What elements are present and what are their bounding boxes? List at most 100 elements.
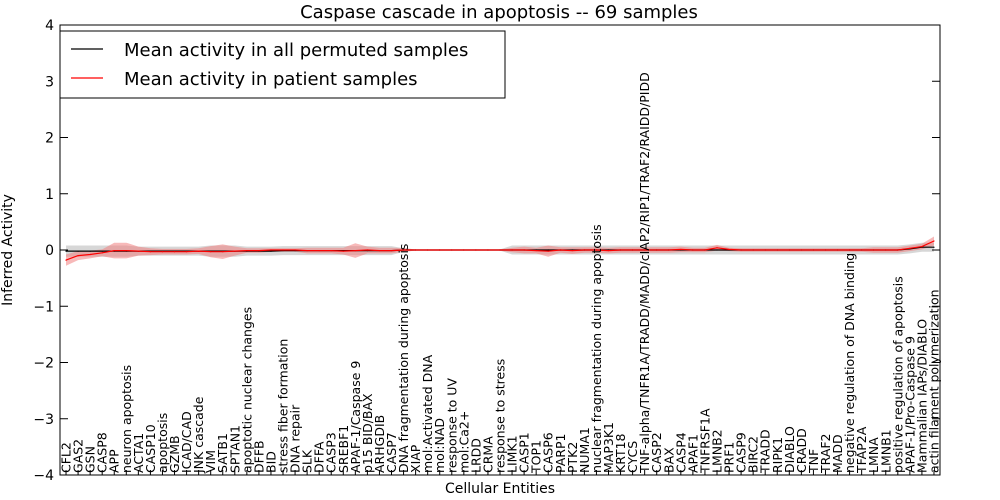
x-tick-label: PRF1 — [722, 442, 737, 473]
x-tick-label: CASP8 — [95, 432, 110, 473]
x-axis-label: Cellular Entities — [445, 481, 555, 497]
y-axis-label: Inferred Activity — [0, 194, 16, 306]
patient-point — [65, 259, 67, 261]
x-tick-label: DNA fragmentation during apoptosis — [396, 244, 411, 473]
x-tick-label: negative regulation of DNA binding — [842, 253, 857, 473]
x-tick-label: APAF-1/Caspase 9 — [348, 361, 363, 473]
patient-point — [511, 249, 513, 251]
patient-point — [246, 249, 248, 252]
y-tick-label: 0 — [45, 243, 54, 259]
patient-point — [873, 249, 875, 251]
x-tick-label: DFFA — [312, 441, 327, 473]
patient-point — [234, 250, 236, 252]
patient-point — [101, 252, 103, 254]
x-tick-label: MADD — [830, 434, 845, 473]
patient-point — [836, 249, 839, 251]
patient-point — [619, 249, 622, 251]
y-tick-label: 4 — [45, 18, 54, 34]
x-tick-label: JNK cascade — [191, 396, 206, 474]
patient-point — [656, 249, 658, 251]
patient-point — [885, 249, 887, 251]
patient-point — [354, 249, 356, 252]
patient-point — [800, 249, 802, 251]
patient-point — [644, 249, 646, 251]
patient-point — [378, 249, 381, 252]
patient-point — [318, 249, 320, 252]
patient-point — [583, 249, 585, 251]
patient-point — [149, 251, 152, 253]
patient-point — [776, 249, 778, 251]
patient-point — [547, 250, 549, 252]
x-tick-label: RIPK1 — [770, 437, 785, 473]
patient-point — [475, 249, 477, 251]
permuted-point — [933, 246, 935, 248]
x-tick-label: mol:Activated DNA — [420, 354, 435, 473]
patient-point — [161, 251, 164, 253]
patient-point — [487, 249, 489, 251]
patient-point — [607, 249, 610, 252]
patient-point — [716, 247, 718, 249]
x-tick-label: MAP3K1 — [601, 422, 616, 473]
x-tick-label: CRMA — [480, 436, 495, 473]
y-tick-label: 3 — [45, 74, 54, 90]
patient-point — [185, 251, 188, 253]
x-tick-label: DNA repair — [288, 404, 303, 473]
permuted-point — [101, 250, 103, 252]
y-tick-label: −1 — [33, 299, 54, 315]
patient-point — [704, 249, 706, 251]
permuted-point — [77, 250, 79, 252]
patient-point — [921, 246, 923, 248]
legend-label-permuted: Mean activity in all permuted samples — [124, 40, 468, 61]
x-tick-label: stress fiber formation — [276, 339, 291, 473]
y-tick-label: 1 — [45, 187, 54, 203]
x-tick-label: Mammalian IAPs/DIABLO — [914, 319, 929, 473]
patient-point — [595, 249, 598, 251]
x-tick-label: response to UV — [444, 378, 459, 473]
x-tick-label: GAS2 — [71, 439, 86, 473]
x-tick-label: TFAP2A — [854, 426, 869, 474]
x-tick-label: neuron apoptosis — [119, 365, 134, 473]
patient-point — [668, 249, 670, 251]
patient-point — [535, 249, 537, 252]
patient-point — [427, 249, 429, 251]
x-tick-label: ICAD/CAD — [179, 411, 194, 473]
patient-point — [523, 249, 525, 251]
x-tick-label: BID — [264, 451, 279, 473]
x-tick-label: DFFB — [251, 440, 266, 473]
x-tick-label: nuclear fragmentation during apoptosis — [589, 224, 604, 473]
x-tick-label: LMNA — [866, 437, 881, 473]
patient-point — [728, 248, 730, 251]
x-tick-label: CASP1 — [517, 432, 532, 473]
x-tick-label: positive regulation of apoptosis — [890, 276, 905, 473]
patient-point — [571, 249, 573, 252]
y-tick-label: −4 — [33, 468, 54, 484]
y-tick-label: 2 — [45, 131, 54, 147]
patient-point — [222, 251, 224, 253]
patient-point — [764, 249, 766, 251]
patient-point — [402, 249, 405, 251]
patient-point — [270, 249, 272, 251]
x-tick-label: mol:NAD — [432, 418, 447, 473]
patient-point — [258, 249, 260, 252]
patient-point — [680, 248, 682, 251]
patient-point — [752, 249, 754, 251]
x-tick-label: LIMK1 — [505, 435, 520, 473]
patient-point — [366, 249, 368, 251]
patient-point — [439, 249, 441, 251]
y-tick-label: −3 — [33, 412, 54, 428]
patient-point — [173, 251, 176, 253]
x-tick-label: TNF — [806, 449, 821, 474]
patient-point — [77, 255, 79, 257]
x-tick-label: CASP9 — [734, 432, 749, 473]
permuted-point — [547, 249, 549, 251]
x-tick-label: apoptotic nuclear changes — [239, 307, 254, 473]
permuted-point — [89, 250, 91, 252]
x-tick-label: GZMB — [167, 435, 182, 473]
x-tick-label: CASP3 — [324, 432, 339, 473]
patient-point — [897, 249, 899, 251]
x-tick-label: ACTA1 — [131, 433, 146, 473]
permuted-point — [270, 250, 272, 252]
patient-point — [198, 250, 200, 252]
patient-point — [282, 249, 284, 251]
